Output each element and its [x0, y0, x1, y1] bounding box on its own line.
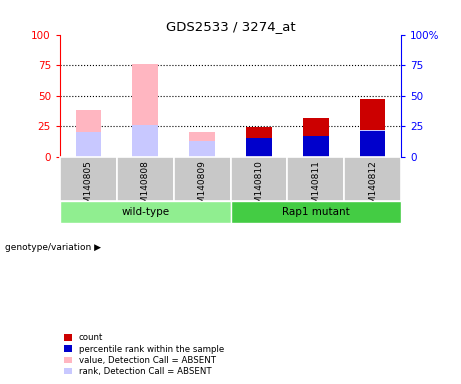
Bar [287, 157, 344, 201]
Title: GDS2533 / 3274_at: GDS2533 / 3274_at [165, 20, 296, 33]
Bar [230, 201, 401, 223]
Bar [117, 157, 174, 201]
Legend: count, percentile rank within the sample, value, Detection Call = ABSENT, rank, : count, percentile rank within the sample… [64, 333, 224, 376]
Text: GSM140811: GSM140811 [311, 160, 320, 215]
Text: GSM140812: GSM140812 [368, 160, 377, 215]
Text: GSM140808: GSM140808 [141, 160, 150, 215]
Text: GSM140809: GSM140809 [198, 160, 207, 215]
Text: GSM140810: GSM140810 [254, 160, 263, 215]
Bar [344, 157, 401, 201]
Text: genotype/variation ▶: genotype/variation ▶ [5, 243, 100, 252]
Bar [76, 110, 101, 157]
Bar [132, 64, 158, 157]
Bar [189, 132, 215, 157]
Bar [230, 157, 287, 201]
Bar [303, 118, 329, 157]
Bar [360, 99, 385, 157]
Bar [303, 136, 329, 157]
Bar [246, 127, 272, 157]
Bar [246, 138, 272, 157]
Text: Rap1 mutant: Rap1 mutant [282, 207, 349, 217]
Bar [60, 157, 117, 201]
Bar [60, 201, 230, 223]
Bar [360, 131, 385, 157]
Bar [189, 141, 215, 157]
Text: GSM140805: GSM140805 [84, 160, 93, 215]
Text: wild-type: wild-type [121, 207, 169, 217]
Bar [76, 132, 101, 157]
Bar [132, 125, 158, 157]
Bar [360, 130, 385, 157]
Bar [174, 157, 230, 201]
